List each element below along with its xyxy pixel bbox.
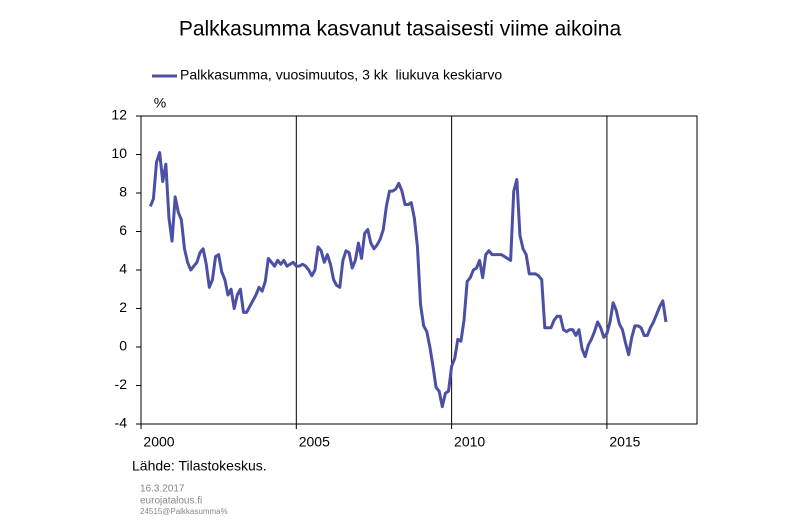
y-tick-label: 8 <box>119 184 127 200</box>
y-tick-label: 0 <box>119 338 127 354</box>
x-tick-label: 2010 <box>454 434 485 450</box>
y-tick-label: 12 <box>111 107 127 123</box>
x-tick-label: 2000 <box>143 434 174 450</box>
y-axis-unit: % <box>154 95 166 111</box>
chart-title: Palkkasumma kasvanut tasaisesti viime ai… <box>179 18 622 41</box>
source: Lähde: Tilastokeskus. <box>132 458 267 474</box>
note: 24515@Palkkasumma% <box>140 507 228 516</box>
x-tick-label: 2005 <box>299 434 330 450</box>
y-tick-label: 4 <box>119 261 127 277</box>
legend-label: Palkkasumma, vuosimuutos, 3 kk liukuva k… <box>180 67 502 83</box>
y-tick-label: 6 <box>119 222 127 238</box>
note: 16.3.2017 <box>140 484 185 495</box>
y-tick-label: 10 <box>111 145 127 161</box>
x-tick-label: 2015 <box>609 434 640 450</box>
y-tick-label: 2 <box>119 299 127 315</box>
y-tick-label: -2 <box>115 376 128 392</box>
note: eurojatalous.fi <box>140 496 202 507</box>
line-series <box>148 151 668 409</box>
y-tick-label: -4 <box>115 415 128 431</box>
